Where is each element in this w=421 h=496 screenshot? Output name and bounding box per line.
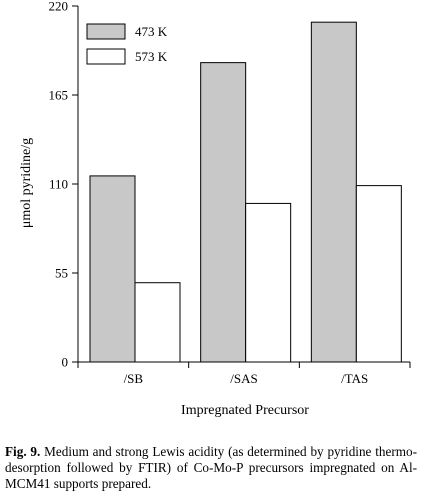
bar-sb-473k: [89, 175, 136, 363]
x-tick-label: /SB: [124, 371, 144, 386]
y-tick-label: 55: [55, 266, 68, 281]
y-tick-label: 220: [49, 0, 69, 14]
legend: 473 K 573 K: [86, 23, 168, 65]
legend-label: 473 K: [135, 24, 168, 39]
figure-number: Fig. 9.: [5, 444, 41, 459]
bar-tas-573k: [355, 185, 402, 363]
y-tick-label: 165: [49, 88, 69, 103]
y-axis: 0 55 110 165 220: [49, 0, 79, 370]
figure-caption: Fig. 9. Medium and strong Lewis acidity …: [5, 444, 417, 492]
bar-sb-573k: [134, 282, 181, 363]
bar-tas-473k: [310, 21, 357, 363]
bar-sas-473k: [200, 62, 247, 363]
caption-text: Medium and strong Lewis acidity (as dete…: [5, 444, 417, 491]
legend-label: 573 K: [135, 49, 168, 64]
x-axis-title: Impregnated Precursor: [181, 403, 309, 418]
bar-sas-573k: [245, 202, 292, 363]
y-tick-label: 110: [49, 177, 68, 192]
x-tick-label: /SAS: [230, 371, 257, 386]
bar-chart: 0 55 110 165 220 /SB/SAS/TAS 473 K 573 K μmol…: [19, 0, 411, 418]
y-axis-title: μmol pyridine/g: [19, 138, 34, 228]
legend-swatch: [86, 48, 126, 65]
bars-group: [89, 21, 402, 363]
x-axis: /SB/SAS/TAS: [77, 361, 411, 386]
legend-swatch: [86, 23, 126, 40]
y-tick-label: 0: [62, 355, 69, 370]
x-tick-label: /TAS: [341, 371, 368, 386]
